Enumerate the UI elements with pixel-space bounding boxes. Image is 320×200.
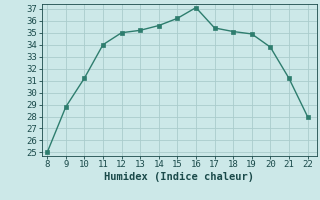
X-axis label: Humidex (Indice chaleur): Humidex (Indice chaleur) [104, 172, 254, 182]
